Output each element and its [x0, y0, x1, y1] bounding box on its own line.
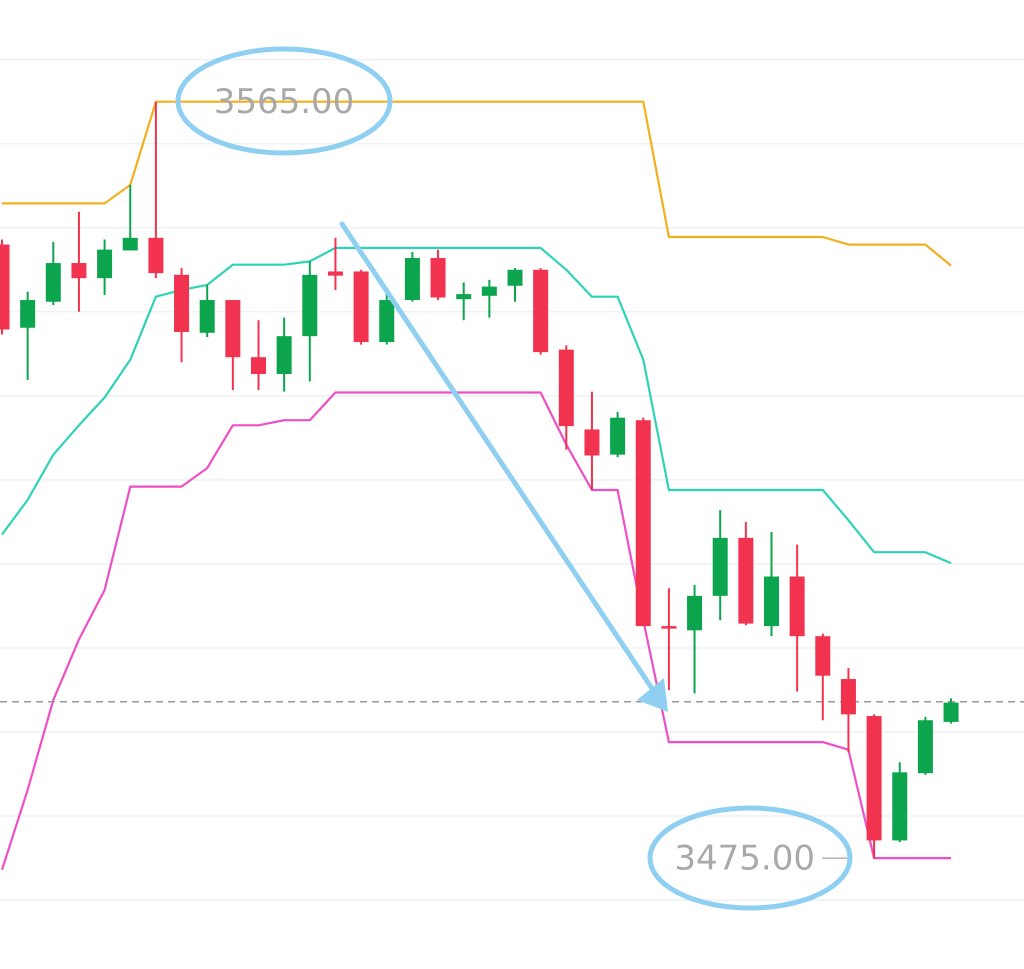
candle-body	[815, 636, 831, 676]
candle-body	[353, 271, 369, 343]
candle-body	[764, 576, 779, 627]
highlight-ellipse	[175, 46, 393, 156]
candle-body	[712, 537, 728, 596]
highlight-ellipse	[647, 805, 853, 911]
candle-body	[866, 716, 882, 841]
price-label: 3475.00	[674, 839, 815, 879]
candle-body	[481, 286, 497, 296]
overlays	[0, 100, 1024, 871]
candle-body	[0, 244, 10, 330]
candle-body	[917, 720, 933, 774]
candle-body	[635, 420, 651, 627]
annotations: 3565.00 3475.00	[214, 82, 848, 879]
arrow-shaft	[339, 221, 658, 696]
candle-body	[533, 269, 549, 353]
candle-body	[610, 417, 626, 455]
candle-body	[225, 300, 241, 358]
candle-body	[584, 429, 600, 456]
candle-body	[892, 772, 908, 841]
candle-body	[97, 249, 113, 279]
candle-body	[276, 336, 292, 374]
candle-body	[251, 357, 266, 374]
candle-body	[661, 626, 677, 629]
candle-body	[327, 271, 343, 276]
band-line	[2, 100, 952, 267]
candle-body	[379, 300, 395, 343]
candle-body	[456, 294, 472, 300]
candle-body	[840, 679, 856, 715]
band-line	[1, 246, 952, 565]
candle-body	[558, 349, 574, 427]
candle-body	[404, 258, 420, 301]
price-label: 3565.00	[214, 82, 355, 122]
candles	[0, 101, 959, 859]
arrow-head	[637, 678, 668, 712]
trend-arrow	[339, 221, 668, 712]
candle-body	[174, 274, 190, 332]
candle-body	[507, 269, 523, 286]
candle-body	[148, 237, 164, 274]
candle-body	[302, 274, 318, 337]
candle-body	[430, 258, 446, 298]
candle-body	[20, 300, 36, 328]
candle-body	[789, 576, 805, 637]
candle-body	[943, 702, 959, 722]
candle-body	[45, 263, 61, 302]
candle-body	[71, 263, 87, 279]
candle-body	[687, 595, 703, 631]
candle-body	[199, 300, 215, 333]
candle-body	[738, 537, 754, 624]
band-line	[0, 391, 951, 871]
candle-body	[122, 237, 138, 251]
